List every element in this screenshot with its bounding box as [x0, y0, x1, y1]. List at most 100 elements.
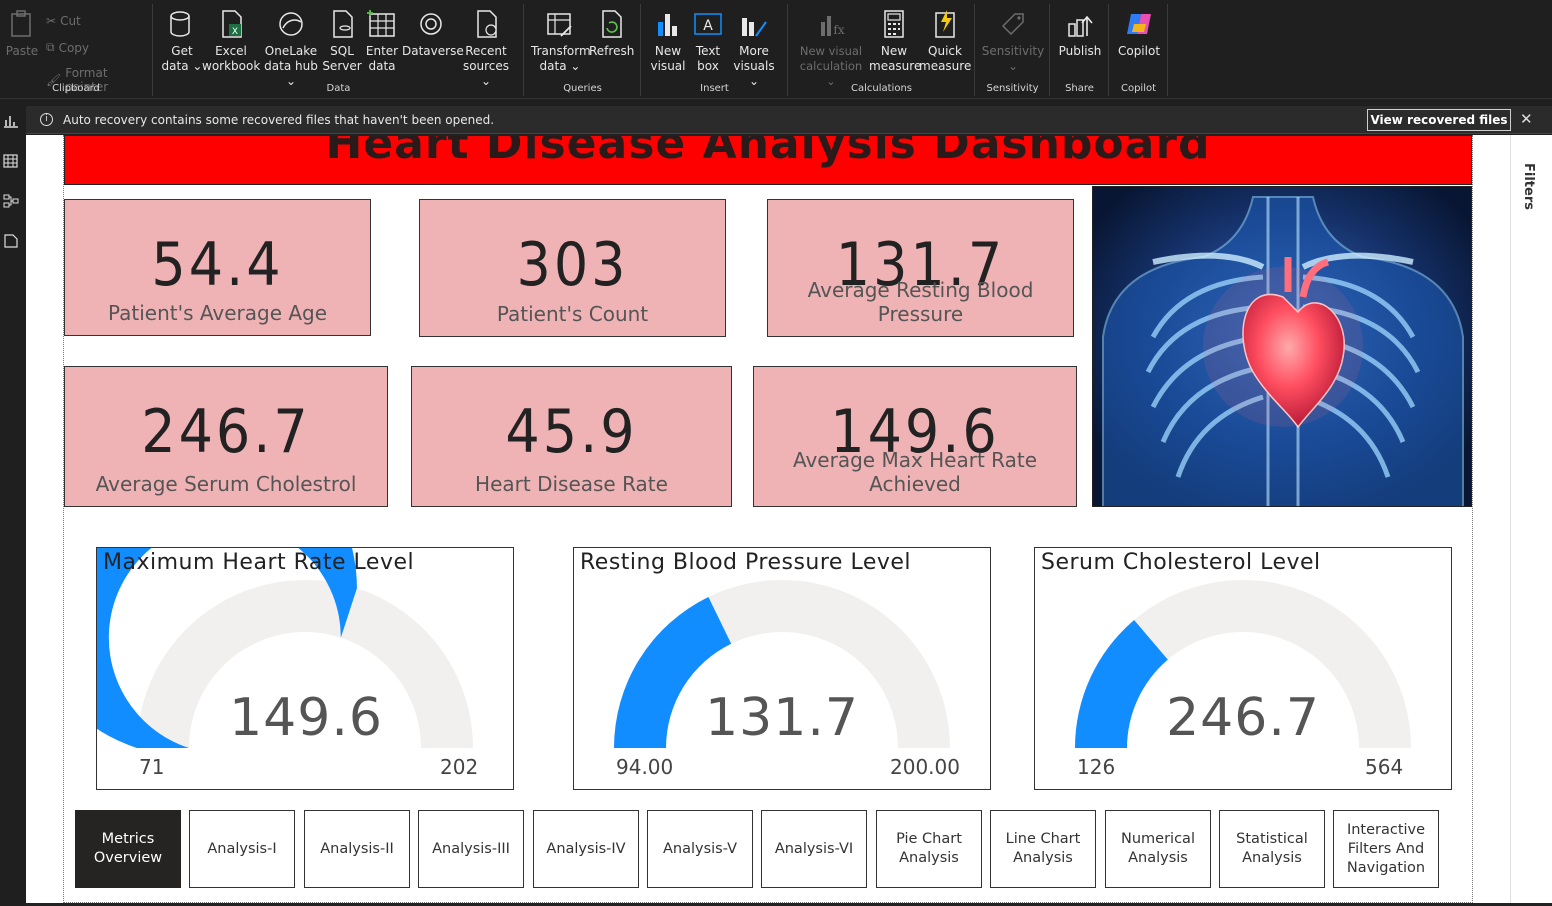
- gauge-resting-blood-pressure[interactable]: Resting Blood Pressure Level 131.7 94.00…: [573, 547, 991, 790]
- nav-analysis-iv[interactable]: Analysis-IV: [533, 810, 639, 888]
- gauge-track: [137, 580, 473, 748]
- kpi-label: Heart Disease Rate: [475, 472, 668, 496]
- kpi-value: 303: [516, 230, 629, 300]
- gauge-min: 94.00: [616, 755, 674, 779]
- enter-data-button[interactable]: Enter data: [362, 8, 402, 74]
- gauge-serum-cholesterol[interactable]: Serum Cholesterol Level 246.7 126 564: [1034, 547, 1452, 790]
- kpi-card-serum-cholesterol[interactable]: 246.7 Average Serum Cholestrol: [64, 366, 388, 507]
- nav-label: Analysis-VI: [774, 840, 854, 857]
- onelake-label-1: OneLake: [264, 44, 318, 58]
- more-visuals-button[interactable]: More visuals ⌄: [728, 8, 780, 89]
- gauge-min: 71: [139, 755, 165, 779]
- nav-metrics-overview[interactable]: Metrics Overview: [75, 810, 181, 888]
- nav-statistical-analysis[interactable]: Statistical Analysis: [1219, 810, 1325, 888]
- kpi-card-average-age[interactable]: 54.4 Patient's Average Age: [64, 199, 371, 336]
- transform-data-button[interactable]: Transform data ⌄: [531, 8, 591, 74]
- publish-button[interactable]: Publish: [1055, 8, 1105, 59]
- clipboard-group-label: Clipboard: [52, 83, 100, 94]
- nav-label: Interactive Filters And Navigation: [1346, 821, 1426, 876]
- paste-button[interactable]: Paste: [4, 8, 40, 59]
- svg-text:A: A: [703, 18, 713, 34]
- database-icon: [170, 11, 190, 37]
- gauge-fill: [97, 548, 357, 748]
- clipboard-group: Paste ✂ Cut ⧉ Copy 🖌 Format painter Clipboa…: [0, 4, 153, 96]
- sensitivity-group-label: Sensitivity: [986, 83, 1039, 94]
- nav-analysis-ii[interactable]: Analysis-II: [304, 810, 410, 888]
- copilot-label: Copilot: [1117, 44, 1161, 58]
- nav-label: Analysis-I: [207, 840, 277, 857]
- gauge-track: [1075, 580, 1411, 748]
- svg-text:fx: fx: [833, 23, 844, 37]
- nav-label: Metrics Overview: [93, 831, 163, 866]
- transform-icon: [547, 13, 572, 37]
- onelake-icon: [279, 12, 303, 36]
- onelake-button[interactable]: OneLake data hub ⌄: [260, 8, 322, 89]
- excel-workbook-button[interactable]: X Excel workbook: [202, 8, 260, 74]
- sensitivity-button[interactable]: Sensitivity ⌄: [980, 8, 1046, 74]
- nav-label: Analysis-IV: [546, 840, 626, 857]
- refresh-button[interactable]: Refresh: [589, 8, 634, 59]
- sensitivity-group: Sensitivity ⌄ Sensitivity: [976, 4, 1050, 96]
- nav-analysis-v[interactable]: Analysis-V: [647, 810, 753, 888]
- excel-icon: X: [222, 10, 242, 38]
- nav-analysis-vi[interactable]: Analysis-VI: [761, 810, 867, 888]
- gauge-title: Maximum Heart Rate Level: [103, 550, 415, 575]
- sql-server-button[interactable]: SQL Server: [322, 8, 362, 74]
- nav-line-chart-analysis[interactable]: Line Chart Analysis: [990, 810, 1096, 888]
- report-view-icon[interactable]: [3, 114, 19, 128]
- gauge-value: 131.7: [705, 688, 859, 748]
- quick-measure-label-1: Quick: [928, 44, 962, 58]
- text-box-button[interactable]: A Text box: [690, 8, 726, 74]
- bar-chart-icon: [658, 14, 677, 36]
- kpi-card-resting-bp[interactable]: 131.7 Average Resting Blood Pressure: [767, 199, 1074, 337]
- get-data-button[interactable]: Get data ⌄: [160, 8, 204, 74]
- view-switcher-rail: [0, 100, 26, 906]
- transform-label-2: data ⌄: [539, 59, 581, 73]
- kpi-card-heart-disease-rate[interactable]: 45.9 Heart Disease Rate: [411, 366, 732, 507]
- new-measure-label-2: measure: [869, 59, 922, 73]
- recent-sources-icon: [477, 10, 497, 38]
- sensitivity-label-1: Sensitivity: [981, 44, 1045, 58]
- new-visual-calc-label-2: calculation ⌄: [799, 59, 863, 88]
- kpi-value: 246.7: [141, 397, 311, 467]
- copy-button[interactable]: ⧉ Copy: [46, 40, 89, 55]
- publish-icon: [1068, 15, 1093, 37]
- filters-label: Filters: [1521, 163, 1536, 210]
- close-icon[interactable]: ✕: [1520, 110, 1533, 128]
- cut-button[interactable]: ✂ Cut: [46, 14, 81, 28]
- recent-sources-button[interactable]: Recent sources ⌄: [460, 8, 512, 89]
- kpi-card-max-heart-rate[interactable]: 149.6 Average Max Heart Rate Achieved: [753, 366, 1077, 507]
- nav-interactive-filters[interactable]: Interactive Filters And Navigation: [1333, 810, 1439, 888]
- refresh-icon: [602, 10, 622, 38]
- nav-numerical-analysis[interactable]: Numerical Analysis: [1105, 810, 1211, 888]
- dataverse-button[interactable]: Dataverse: [402, 8, 464, 59]
- kpi-value: 54.4: [151, 230, 284, 300]
- dax-query-view-icon[interactable]: [3, 234, 19, 248]
- filters-pane-collapsed[interactable]: Filters: [1510, 135, 1552, 906]
- nav-analysis-iii[interactable]: Analysis-III: [418, 810, 524, 888]
- format-painter-button[interactable]: 🖌 Format painter: [46, 66, 152, 94]
- nav-pie-chart-analysis[interactable]: Pie Chart Analysis: [876, 810, 982, 888]
- new-visual-calculation-button[interactable]: fx New visual calculation ⌄: [795, 8, 867, 89]
- nav-analysis-i[interactable]: Analysis-I: [189, 810, 295, 888]
- copilot-group-label: Copilot: [1120, 83, 1157, 94]
- kpi-card-patient-count[interactable]: 303 Patient's Count: [419, 199, 726, 337]
- nav-label: Numerical Analysis: [1121, 831, 1195, 866]
- nav-label: Line Chart Analysis: [1005, 831, 1081, 866]
- sql-server-icon: [333, 10, 353, 38]
- nav-label: Analysis-V: [662, 840, 738, 857]
- view-recovered-files-button[interactable]: View recovered files: [1367, 109, 1511, 131]
- copilot-button[interactable]: Copilot: [1114, 8, 1164, 59]
- table-grid-icon: [367, 10, 395, 37]
- new-measure-button[interactable]: New measure: [869, 8, 922, 74]
- sensitivity-label-2: ⌄: [1007, 59, 1019, 73]
- new-visual-button[interactable]: New visual: [648, 8, 688, 74]
- enter-label-2: data: [368, 59, 396, 73]
- quick-measure-button[interactable]: Quick measure: [919, 8, 971, 74]
- svg-text:X: X: [232, 27, 238, 37]
- table-view-icon[interactable]: [3, 154, 19, 168]
- kpi-label: Patient's Count: [496, 302, 649, 326]
- heart-anatomy-illustration: [1093, 187, 1471, 506]
- model-view-icon[interactable]: [3, 194, 19, 208]
- gauge-max-heart-rate[interactable]: Maximum Heart Rate Level 149.6 71 202: [96, 547, 514, 790]
